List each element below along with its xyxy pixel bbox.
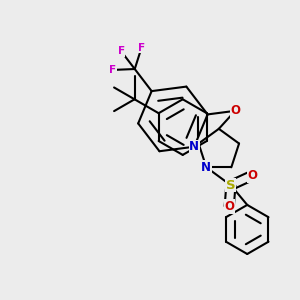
Text: N: N: [189, 140, 199, 153]
Text: F: F: [109, 65, 116, 75]
Text: N: N: [201, 161, 211, 174]
Text: O: O: [247, 169, 257, 182]
Text: O: O: [230, 104, 240, 117]
Text: F: F: [138, 43, 145, 53]
Text: O: O: [224, 200, 234, 213]
Text: F: F: [118, 46, 125, 56]
Text: S: S: [226, 179, 236, 192]
